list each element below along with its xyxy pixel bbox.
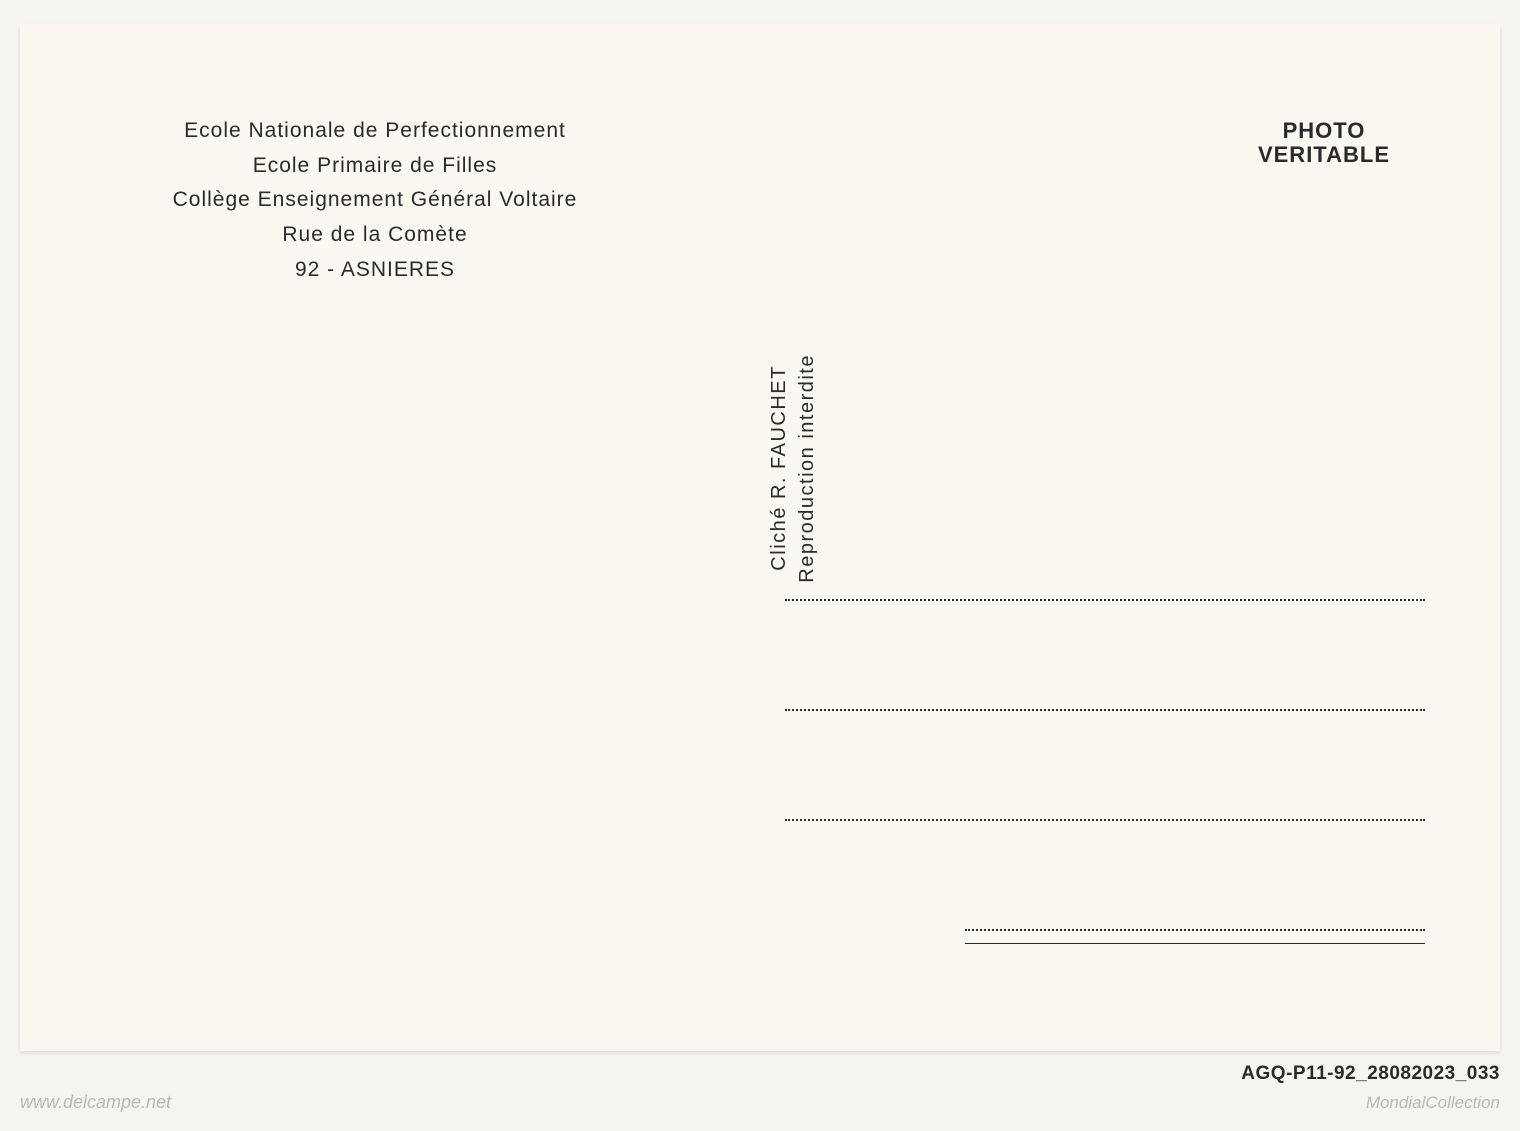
header-line-5: 92 - ASNIERES <box>125 253 625 288</box>
reference-code: AGQ-P11-92_28082023_033 <box>1241 1063 1500 1085</box>
address-line-4 <box>965 929 1425 931</box>
photo-veritable-stamp: PHOTO VERITABLE <box>1258 119 1390 167</box>
address-line-1 <box>785 599 1425 601</box>
address-line-4-solid <box>965 943 1425 944</box>
header-line-1: Ecole Nationale de Perfectionnement <box>125 114 625 149</box>
header-line-2: Ecole Primaire de Filles <box>125 149 625 184</box>
school-address-block: Ecole Nationale de Perfectionnement Ecol… <box>125 114 625 287</box>
stamp-line-1: PHOTO <box>1258 119 1390 143</box>
address-line-2 <box>785 709 1425 711</box>
address-line-3 <box>785 819 1425 821</box>
postcard-back: Ecole Nationale de Perfectionnement Ecol… <box>20 24 1500 1051</box>
credit-line-2: Reproduction interdite <box>793 354 821 583</box>
address-lines-area <box>785 599 1425 1052</box>
center-divider-credit: Cliché R. FAUCHET Reproduction interdite <box>765 354 821 583</box>
header-line-4: Rue de la Comète <box>125 218 625 253</box>
stamp-line-2: VERITABLE <box>1258 143 1390 167</box>
watermark-url: www.delcampe.net <box>20 1092 171 1113</box>
credit-line-1: Cliché R. FAUCHET <box>765 354 793 583</box>
header-line-3: Collège Enseignement Général Voltaire <box>125 183 625 218</box>
watermark-brand: MondialCollection <box>1366 1093 1500 1113</box>
